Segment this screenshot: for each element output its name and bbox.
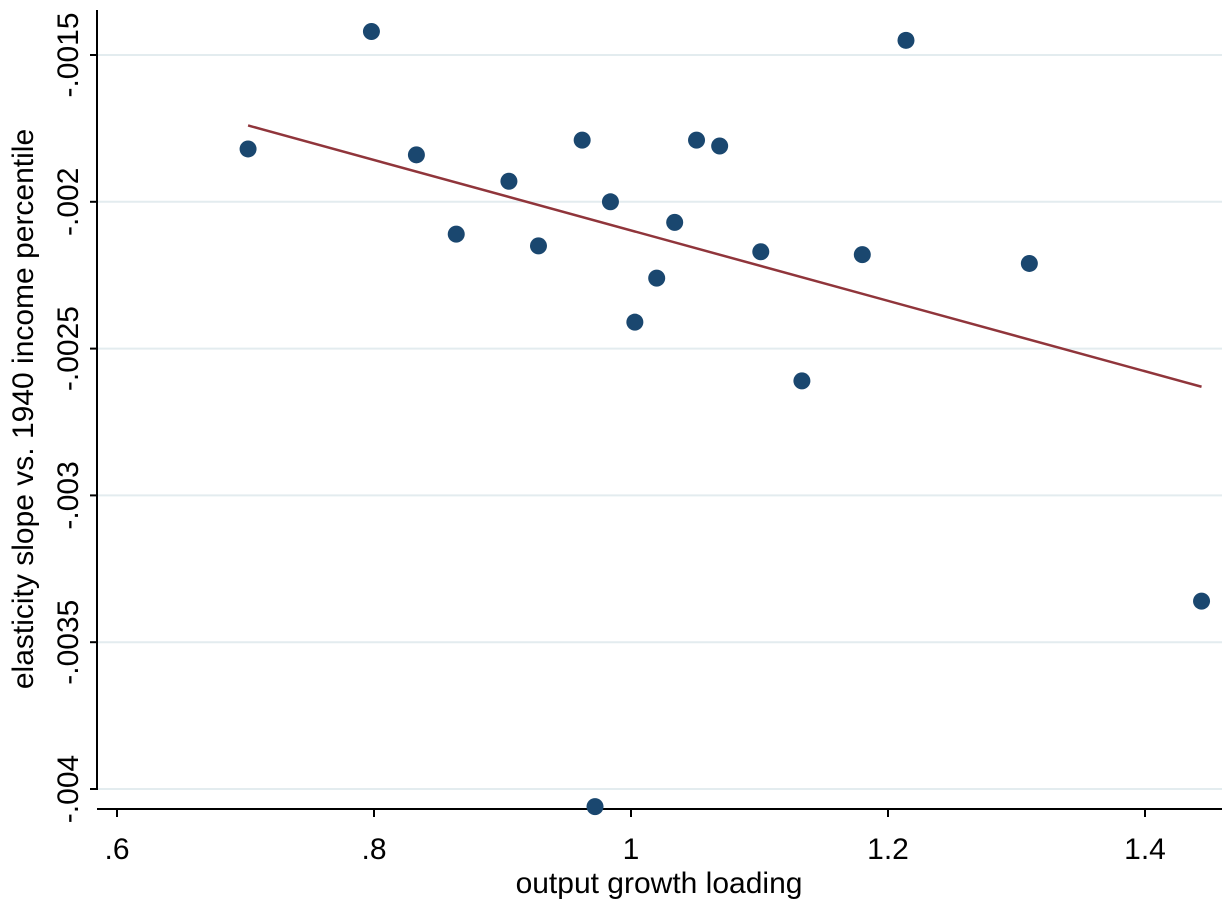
scatter-point <box>711 137 729 155</box>
scatter-point <box>666 213 684 231</box>
y-tick-label: -.002 <box>52 168 85 236</box>
scatter-point <box>407 146 425 164</box>
scatter-point <box>586 798 604 816</box>
scatter-point <box>1193 592 1211 610</box>
scatter-point <box>500 172 518 190</box>
y-axis-title: elasticity slope vs. 1940 income percent… <box>7 129 40 689</box>
scatter-point <box>648 269 666 287</box>
scatter-point <box>752 243 770 261</box>
scatter-point <box>793 372 811 390</box>
x-tick-label: .6 <box>104 833 129 866</box>
fit-line-layer <box>247 124 1202 388</box>
y-ticks: -.004 -.0035 -.003 -.0025 -.002 -.0015 <box>52 12 97 823</box>
x-tick-label: .8 <box>361 833 386 866</box>
y-tick-label: -.0015 <box>52 12 85 97</box>
scatter-point <box>447 225 465 243</box>
scatter-points <box>239 23 1211 816</box>
y-tick-label: -.003 <box>52 461 85 529</box>
x-axis-title: output growth loading <box>516 867 803 900</box>
y-tick-label: -.004 <box>52 755 85 823</box>
scatter-point <box>853 246 871 264</box>
scatter-point <box>688 131 706 149</box>
x-tick-label: 1.2 <box>867 833 909 866</box>
scatter-point <box>529 237 547 255</box>
scatter-point <box>601 193 619 211</box>
x-ticks: .6 .8 1 1.2 1.4 <box>104 809 1166 866</box>
scatter-point <box>626 313 644 331</box>
gridlines <box>97 54 1222 790</box>
x-tick-label: 1.4 <box>1124 833 1166 866</box>
fitted-line <box>247 124 1202 388</box>
y-tick-label: -.0025 <box>52 306 85 391</box>
scatter-point <box>573 131 591 149</box>
y-tick-label: -.0035 <box>52 600 85 685</box>
axes <box>96 10 1222 810</box>
scatter-point <box>239 140 257 158</box>
scatter-point <box>1020 254 1038 272</box>
scatter-point <box>362 23 380 41</box>
scatter-point <box>897 31 915 49</box>
x-tick-label: 1 <box>623 833 640 866</box>
